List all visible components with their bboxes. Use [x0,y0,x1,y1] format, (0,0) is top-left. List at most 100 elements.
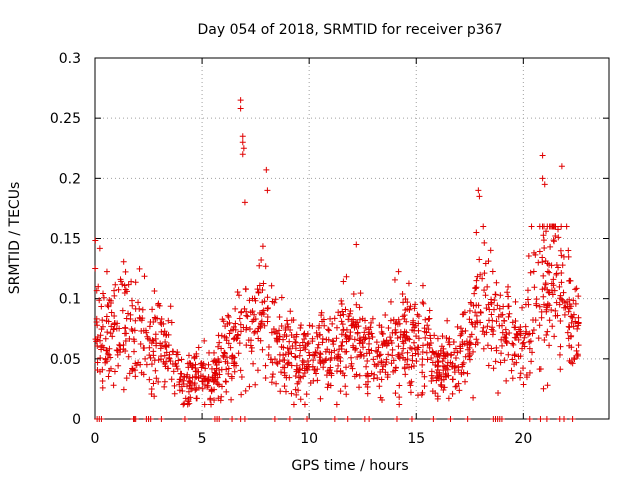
data-point [115,362,122,369]
data-point [199,378,206,385]
data-point [452,345,459,352]
data-point [469,321,476,328]
data-point [270,326,277,333]
data-point [92,265,99,272]
data-point [281,369,288,376]
data-point [553,271,560,278]
data-point [444,350,451,357]
data-point [204,384,211,391]
data-point [211,349,218,356]
data-point [473,277,480,284]
data-point [153,342,160,349]
data-point [495,390,502,397]
data-point [543,304,550,311]
y-tick-label: 0.2 [59,171,81,187]
data-point [524,287,531,294]
data-point [292,353,299,360]
data-point [509,375,516,382]
data-point [526,416,533,422]
data-point [392,364,399,371]
data-point [140,344,147,351]
data-point [102,335,109,342]
data-point [374,374,381,381]
data-point [575,293,582,300]
data-point [420,342,427,349]
data-point [192,364,199,371]
data-point [493,347,500,354]
data-point [539,152,546,159]
data-point [468,301,475,308]
data-point [216,416,223,422]
data-point [295,369,302,376]
data-point [317,395,324,402]
data-point [572,286,579,293]
data-point [178,383,185,390]
data-point [541,245,548,252]
data-point [537,416,544,422]
data-point [473,284,480,291]
data-point [128,297,135,304]
data-point [499,342,506,349]
data-point [338,331,345,338]
data-point [315,341,322,348]
data-point [473,312,480,319]
data-point [343,364,350,371]
data-point [314,366,321,373]
data-point [113,347,120,354]
data-point [213,379,220,386]
data-point [474,339,481,346]
data-point [529,349,536,356]
data-point [498,350,505,357]
data-point [259,346,266,353]
data-point [407,303,414,310]
data-point [412,350,419,357]
data-point [359,340,366,347]
data-point [434,393,441,400]
data-point [158,342,165,349]
data-point [505,303,512,310]
data-point [286,416,293,422]
data-point [119,307,126,314]
data-point [111,292,118,299]
data-point [301,401,308,408]
data-point [509,319,516,326]
data-point [111,313,118,320]
data-point [527,338,534,345]
data-point [106,345,113,352]
data-point [422,316,429,323]
data-point [505,313,512,320]
data-point [472,309,479,316]
data-point [480,223,487,230]
data-point [330,341,337,348]
data-point [226,319,233,326]
data-point [132,373,139,380]
data-point [132,416,139,422]
data-point [255,288,262,295]
data-point [114,351,121,358]
data-point [338,342,345,349]
data-point [288,390,295,397]
data-point [419,356,426,363]
data-point [333,335,340,342]
data-point [136,265,143,272]
data-point [544,328,551,335]
data-point [338,297,345,304]
data-point [331,416,338,422]
data-point [457,325,464,332]
data-point [428,377,435,384]
data-point [111,368,118,375]
data-point [555,234,562,241]
data-point [559,262,566,269]
data-point [501,334,508,341]
data-point [487,299,494,306]
y-tick-label: 0.1 [59,292,81,308]
data-point [539,175,546,182]
data-point [562,304,569,311]
data-point [110,382,117,389]
data-point [161,383,168,390]
data-point [262,362,269,369]
data-point [97,354,104,361]
data-point [92,237,99,244]
data-point [569,314,576,321]
data-point [475,302,482,309]
